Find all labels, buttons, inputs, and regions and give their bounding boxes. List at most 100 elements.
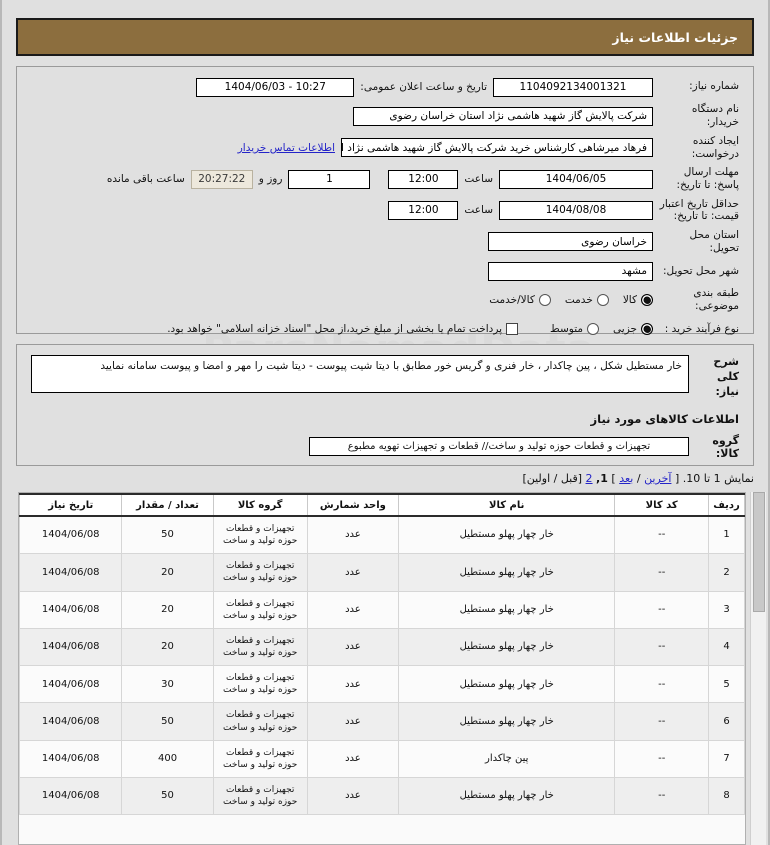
pagination-slash: / [636,472,641,485]
col-header-group: گروه کالا [212,493,308,517]
cell-name: خار چهار پهلو مستطیل [398,776,616,816]
remaining-days-label: روز و [258,173,283,186]
process-label: نوع فرآیند خرید : [664,322,739,335]
col-header-name: نام کالا [398,493,616,517]
creator-field[interactable]: فرهاد میرشاهی کارشناس خرید شرکت پالایش گ… [341,138,653,158]
table-vertical-scrollbar[interactable] [750,492,766,845]
cell-qty: 20 [121,590,214,629]
cell-name: خار چهار پهلو مستطیل [398,665,616,704]
treasury-note: پرداخت تمام یا بخشی از مبلغ خرید،از محل … [167,323,503,336]
col-header-date: تاریخ نیاز [19,493,123,517]
row-city: شهر محل تحویل: مشهد [31,261,739,281]
cell-name: خار چهار پهلو مستطیل [398,627,616,667]
row-creator: ایجاد کننده درخواست: فرهاد میرشاهی کارشن… [31,135,739,160]
deadline-date-field[interactable]: 1404/06/05 [499,169,653,189]
cell-group: تجهیزات و قطعات حوزه تولید و ساخت [212,515,308,555]
city-field[interactable]: مشهد [488,261,653,281]
cell-unit: عدد [306,739,400,778]
goods-table: ردیف کد کالا نام کالا واحد شمارش گروه کا… [19,493,745,816]
table-row[interactable]: 2 -- خار چهار پهلو مستطیل عدد تجهیزات و قطعا… [19,553,745,592]
cell-date: 1404/06/08 [19,665,123,704]
countdown-field: 20:27:22 [190,169,253,189]
pagination-last-link[interactable]: آخرین [644,472,672,485]
cell-qty: 20 [121,627,214,667]
col-header-row: ردیف [708,493,745,517]
buyer-contact-link[interactable]: اطلاعات تماس خریدار [237,141,335,154]
cell-code: -- [614,739,710,778]
radio-icon [538,294,551,307]
need-description-box: شرح کلی نیاز: خار مستطیل شکل ، پین چاکدا… [16,344,754,466]
row-buyer-org: نام دستگاه خریدار: شرکت پالایش گاز شهید … [31,103,739,129]
pagination-page-2[interactable]: 2 [585,472,593,485]
cell-row: 2 [708,553,745,592]
validity-hour-field[interactable]: 12:00 [388,200,459,220]
col-header-unit: واحد شمارش [306,493,400,517]
pagination-prefix: نمایش 1 تا 10. [682,472,754,485]
deadline-hour-label: ساعت [464,173,493,186]
need-number-label: شماره نیاز: [689,80,739,93]
cell-qty: 400 [121,739,214,778]
description-field[interactable]: خار مستطیل شکل ، پین چاکدار ، خار فنری و… [31,355,689,393]
category-label: طبقه بندی موضوعی: [693,287,739,313]
cell-row: 8 [708,776,745,816]
goods-table-head: ردیف کد کالا نام کالا واحد شمارش گروه کا… [19,493,745,517]
cell-group: تجهیزات و قطعات حوزه تولید و ساخت [212,590,308,629]
cell-name: خار چهار پهلو مستطیل [398,702,616,741]
cell-group: تجهیزات و قطعات حوزه تولید و ساخت [212,665,308,704]
table-row[interactable]: 6 -- خار چهار پهلو مستطیل عدد تجهیزات و قطعا… [19,702,745,741]
city-label: شهر محل تحویل: [663,264,739,277]
table-row[interactable]: 3 -- خار چهار پهلو مستطیل عدد تجهیزات و قطعا… [19,590,745,629]
validity-hour-label: ساعت [464,204,493,217]
treasury-checkbox-group[interactable]: پرداخت تمام یا بخشی از مبلغ خرید،از محل … [167,323,519,336]
cell-row: 4 [708,627,745,667]
deadline-hour-field[interactable]: 12:00 [388,169,459,189]
table-row[interactable]: 7 -- پین چاکدار عدد تجهیزات و قطعات حوزه تول… [19,739,745,778]
goods-table-container: ردیف کد کالا نام کالا واحد شمارش گروه کا… [18,492,746,845]
cell-date: 1404/06/08 [19,739,123,778]
page-title: جزئیات اطلاعات نیاز [612,29,738,45]
table-row[interactable]: 4 -- خار چهار پهلو مستطیل عدد تجهیزات و قطعا… [19,627,745,667]
cell-group: تجهیزات و قطعات حوزه تولید و ساخت [212,776,308,816]
category-radio-kala[interactable]: کالا [622,294,653,307]
process-radio-jozei[interactable]: جزیی [613,323,653,336]
pagination-next-link[interactable]: بعد [619,472,634,485]
row-process-type: نوع فرآیند خرید : جزیی متوسط پرداخت تمام… [31,319,739,339]
announce-datetime-field[interactable]: 1404/06/03 - 10:27 [196,77,355,97]
validity-date-field[interactable]: 1404/08/08 [499,200,653,220]
goods-section-title: اطلاعات کالاهای مورد نیاز [590,411,739,426]
checkbox-icon[interactable] [506,323,519,336]
table-row[interactable]: 1 -- خار چهار پهلو مستطیل عدد تجهیزات و قطعا… [19,515,745,555]
cell-unit: عدد [306,590,400,629]
cell-group: تجهیزات و قطعات حوزه تولید و ساخت [212,553,308,592]
page-title-bar: جزئیات اطلاعات نیاز [16,18,754,56]
cell-code: -- [614,702,710,741]
cell-name: خار چهار پهلو مستطیل [398,553,616,592]
cell-qty: 50 [121,515,214,555]
cell-row: 5 [708,665,745,704]
cell-unit: عدد [306,627,400,667]
province-field[interactable]: خراسان رضوی [488,232,653,252]
goods-group-field[interactable]: تجهیزات و قطعات حوزه تولید و ساخت// قطعا… [309,437,689,457]
need-number-field[interactable]: 1104092134001321 [493,77,653,97]
table-header-row: ردیف کد کالا نام کالا واحد شمارش گروه کا… [19,493,745,517]
description-label: شرح کلی نیاز: [713,355,739,398]
category-option-label: کالا [622,294,637,307]
buyer-org-label: نام دستگاه خریدار: [691,103,739,129]
table-row[interactable]: 5 -- خار چهار پهلو مستطیل عدد تجهیزات و قطعا… [19,665,745,704]
process-option-label: جزیی [613,323,637,336]
cell-date: 1404/06/08 [19,590,123,629]
cell-date: 1404/06/08 [19,702,123,741]
process-radio-motavaset[interactable]: متوسط [550,323,600,336]
radio-icon [596,294,609,307]
cell-date: 1404/06/08 [19,776,123,816]
category-radio-kala-khedmat[interactable]: کالا/خدمت [489,294,551,307]
table-row[interactable]: 8 -- خار چهار پهلو مستطیل عدد تجهیزات و قطعا… [19,776,745,816]
cell-qty: 20 [121,553,214,592]
category-radio-khedmat[interactable]: خدمت [565,294,609,307]
row-need-number: شماره نیاز: 1104092134001321 تاریخ و ساع… [31,77,739,97]
scrollbar-thumb[interactable] [753,492,765,612]
buyer-org-field[interactable]: شرکت پالایش گاز شهید هاشمی نژاد استان خر… [353,106,653,126]
cell-qty: 50 [121,702,214,741]
process-option-label: متوسط [550,323,584,336]
